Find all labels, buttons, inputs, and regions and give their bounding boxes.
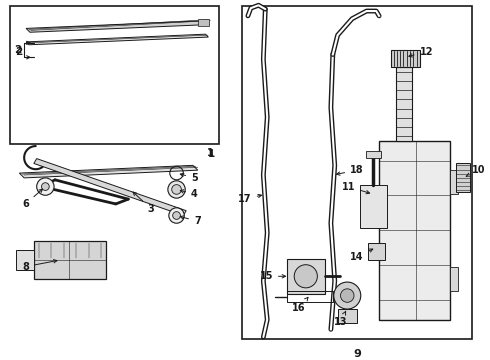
Text: 3: 3 [133,192,154,214]
Bar [368,243,385,260]
Bar [450,267,458,291]
Bar [366,151,381,158]
Circle shape [172,212,180,219]
Text: 2: 2 [15,46,22,57]
Text: 10: 10 [466,165,485,176]
Text: 8: 8 [22,260,57,272]
Bar [396,67,412,141]
Circle shape [42,183,49,190]
Bar [287,291,333,302]
Circle shape [294,265,318,288]
Text: 6: 6 [22,189,43,209]
Text: 18: 18 [337,165,364,175]
Text: 1: 1 [208,149,215,159]
Circle shape [37,178,54,195]
Bar [17,250,34,270]
Circle shape [334,282,361,309]
Text: 16: 16 [293,297,308,313]
Polygon shape [26,34,208,45]
Text: 5: 5 [180,173,198,183]
Bar [10,6,219,144]
Polygon shape [19,165,198,178]
Text: 13: 13 [334,311,347,327]
Bar [242,6,472,339]
Text: 4: 4 [180,189,198,199]
Circle shape [168,181,185,198]
Text: 9: 9 [353,348,361,359]
Circle shape [172,185,181,194]
Text: 2: 2 [14,45,21,55]
Text: 11: 11 [342,181,369,194]
Text: 12: 12 [409,46,433,57]
Bar [379,141,450,320]
Bar [391,50,419,67]
Circle shape [341,289,354,302]
Bar [198,19,209,27]
Text: 7: 7 [180,216,201,226]
Circle shape [169,208,184,223]
Bar [450,170,458,194]
Bar [456,163,470,192]
Text: 1: 1 [206,148,213,158]
Bar [360,185,387,228]
Polygon shape [26,21,209,32]
Text: 15: 15 [260,271,286,281]
Text: 14: 14 [350,249,373,262]
Polygon shape [34,159,186,216]
Bar [338,309,357,323]
Text: 17: 17 [238,194,262,204]
Bar [34,240,106,279]
Bar [287,259,325,294]
